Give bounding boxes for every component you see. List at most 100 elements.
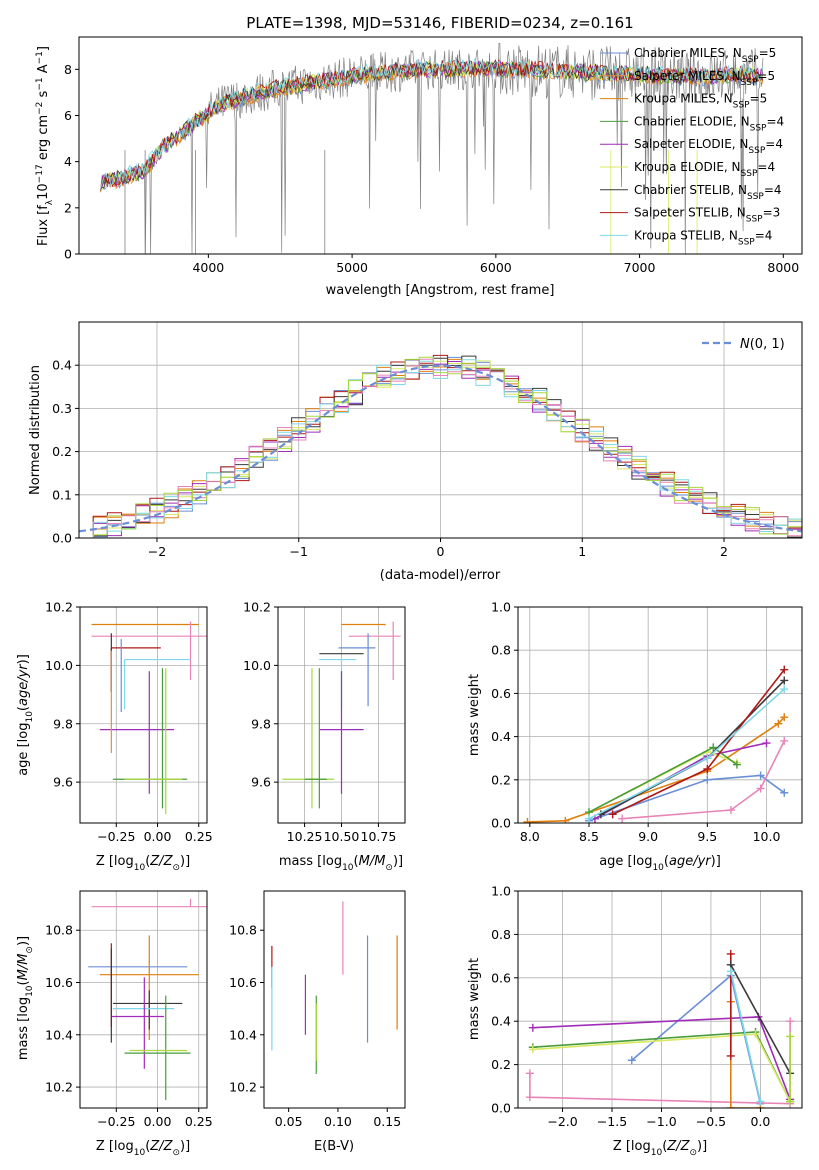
data-point-marker [726,1051,735,1060]
y-tick-label: 6 [64,108,72,123]
observed-spectrum-line [100,42,764,254]
data-point-marker [774,719,783,728]
data-point-marker [703,765,712,773]
y-tick-label: 0.1 [52,487,72,502]
y-tick-label: 0.4 [491,729,511,744]
y-tick-label: 0 [64,247,72,262]
x-tick-label: 0 [437,544,445,559]
plot-area [271,901,398,1075]
axes-frame [517,606,803,824]
model-spectrum-line [100,58,764,189]
x-tick-label: 5000 [336,260,368,275]
x-tick-label: −0.25 [97,1114,135,1129]
y-tick-label: 10.2 [45,600,73,615]
x-tick-label: 7000 [624,260,656,275]
histogram-series [79,356,802,538]
figure-title: PLATE=1398, MJD=53146, FIBERID=0234, z=0… [246,14,633,32]
data-point-marker [528,1045,537,1054]
legend-label: Salpeter STELIB, NSSP=3 [634,206,780,225]
y-tick-label: 9.6 [53,775,73,790]
y-axis-label: age [log10(age/yr)] [16,654,35,776]
legend-label: Kroupa STELIB, NSSP=4 [634,228,772,247]
data-point-marker [726,967,735,976]
data-point-marker [703,775,712,784]
y-tick-label: 2 [64,200,72,215]
x-axis-label: Z [log10(Z/Z⊙)] [613,1139,707,1158]
x-tick-label: −1 [290,544,308,559]
x-tick-label: 0.10 [324,1114,352,1129]
series-line [622,740,786,820]
y-tick-label: 0.8 [491,643,511,658]
y-tick-label: 4 [64,154,72,169]
y-tick-label: 1.0 [491,600,511,615]
x-tick-label: −1.0 [646,1114,676,1129]
y-tick-label: 10.0 [45,658,73,673]
y-axis-label: mass weight [467,674,482,756]
data-point-marker [525,1093,534,1102]
y-axis-label: mass weight [467,958,482,1040]
data-point-marker [608,810,617,819]
x-axis-label: Z [log10(Z/Z⊙)] [96,1139,190,1158]
data-point-marker [756,1097,765,1106]
series-line [730,971,762,1102]
data-point-marker [618,814,627,823]
x-tick-label: 10.25 [287,829,323,844]
legend-label: Salpeter ELODIE, NSSP=4 [634,137,783,156]
y-tick-label: 10.2 [229,1080,257,1095]
legend-label: Chabrier STELIB, NSSP=4 [634,183,782,202]
plot-area [525,949,795,1108]
legend-label: Chabrier ELODIE, NSSP=4 [634,114,784,133]
legend-label: N(0, 1) [740,337,785,352]
panel-massweight_vs_Z: −2.0 −1.5 −1.0 −0.5 0.0 0.0 0.2 0.4 0.6 0.8 1.0 [491,884,803,1129]
y-tick-label: 10.2 [243,600,271,615]
y-tick-label: 10.4 [229,1027,257,1042]
plot-area [91,621,207,815]
data-point-marker [756,771,765,780]
data-point-marker [780,788,789,797]
legend-label: Chabrier MILES, NSSP=5 [634,46,776,65]
series-line [527,716,785,823]
x-tick-label: 2 [720,544,728,559]
y-axis-label: Normed distribution [28,365,43,495]
data-point-marker [528,1023,537,1032]
y-tick-label: 10.8 [45,923,73,938]
legend-label: Kroupa MILES, NSSP=5 [634,92,767,111]
legend-label: Salpeter MILES, NSSP=5 [634,69,775,88]
x-tick-label: 10.75 [361,829,397,844]
x-axis-label: age [log10(age/yr)] [599,854,721,873]
data-point-marker [780,685,789,694]
data-point-marker [726,1104,735,1108]
y-tick-label: 0.4 [491,1014,511,1029]
y-tick-label: 9.6 [251,775,271,790]
data-point-marker [525,1069,534,1078]
data-point-marker [762,739,771,748]
x-tick-label: −0.25 [97,829,135,844]
x-tick-label: −2.0 [547,1114,577,1129]
data-point-marker [751,1030,760,1039]
y-tick-label: 10.6 [45,975,73,990]
axes-frame [79,890,208,1109]
data-point-marker [786,1017,795,1026]
y-tick-label: 0.4 [52,358,72,373]
data-point-marker [523,817,532,823]
y-tick-label: 0.2 [52,444,72,459]
data-point-marker [786,1097,795,1106]
x-tick-label: 0.25 [185,1114,213,1129]
y-tick-label: 0.2 [491,772,511,787]
axes-frame [79,606,208,824]
x-tick-label: 8.5 [579,829,599,844]
y-tick-label: 0.8 [491,927,511,942]
data-point-marker [780,736,789,745]
y-tick-label: 10.4 [45,1027,73,1042]
panel-mass_vs_Z: −0.25 0.00 0.25 10.2 10.4 10.6 10.8 [45,890,213,1129]
y-tick-label: 0.0 [52,531,72,546]
data-point-marker [726,949,735,958]
y-tick-label: 9.8 [53,716,73,731]
x-tick-label: 8000 [767,260,799,275]
panel-mass_vs_EBV: 0.05 0.10 0.15 10.2 10.4 10.6 10.8 [229,890,406,1129]
x-tick-label: 9.5 [697,829,717,844]
y-tick-label: 10.6 [229,975,257,990]
data-point-marker [786,1032,795,1041]
plot-area [100,42,764,254]
series-line [588,774,785,822]
